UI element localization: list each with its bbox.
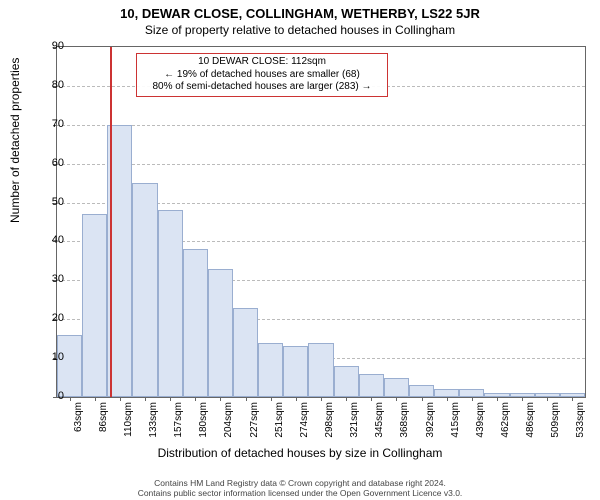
- histogram-bar: [459, 389, 484, 397]
- ytick-label: 60: [34, 157, 64, 169]
- xtick-label: 439sqm: [475, 402, 486, 438]
- plot-area: 10 DEWAR CLOSE: 112sqm← 19% of detached …: [56, 46, 586, 398]
- histogram-bar: [334, 366, 359, 397]
- histogram-bar: [409, 385, 434, 397]
- xtick-label: 298sqm: [324, 402, 335, 438]
- ytick-label: 10: [34, 351, 64, 363]
- ytick-label: 70: [34, 118, 64, 130]
- xtick-label: 345sqm: [374, 402, 385, 438]
- histogram-bar: [359, 374, 384, 397]
- footer-line2: Contains public sector information licen…: [0, 488, 600, 498]
- y-axis-label: Number of detached properties: [8, 58, 22, 223]
- xtick-label: 274sqm: [299, 402, 310, 438]
- histogram-bar: [183, 249, 208, 397]
- histogram-bar: [434, 389, 459, 397]
- histogram-bar: [132, 183, 157, 397]
- xtick-label: 533sqm: [575, 402, 586, 438]
- xtick-label: 63sqm: [73, 402, 84, 432]
- histogram-bar: [384, 378, 409, 397]
- ytick-label: 30: [34, 273, 64, 285]
- gridline: [57, 164, 585, 165]
- xtick-label: 462sqm: [500, 402, 511, 438]
- histogram-bar: [308, 343, 333, 397]
- histogram-bar: [258, 343, 283, 397]
- xtick-label: 251sqm: [274, 402, 285, 438]
- chart-container: 10, DEWAR CLOSE, COLLINGHAM, WETHERBY, L…: [0, 0, 600, 500]
- annotation-line: 10 DEWAR CLOSE: 112sqm: [143, 56, 381, 69]
- xtick-label: 321sqm: [349, 402, 360, 438]
- chart-outer: 10 DEWAR CLOSE: 112sqm← 19% of detached …: [56, 46, 586, 398]
- footer-line1: Contains HM Land Registry data © Crown c…: [0, 478, 600, 488]
- histogram-bar: [57, 335, 82, 397]
- histogram-bar: [233, 308, 258, 397]
- ytick-label: 20: [34, 312, 64, 324]
- highlight-marker-line: [110, 47, 112, 397]
- title-main: 10, DEWAR CLOSE, COLLINGHAM, WETHERBY, L…: [0, 0, 600, 21]
- ytick-label: 80: [34, 79, 64, 91]
- xtick-label: 110sqm: [123, 402, 134, 437]
- xtick-label: 509sqm: [550, 402, 561, 438]
- ytick-label: 40: [34, 234, 64, 246]
- ytick-label: 90: [34, 40, 64, 52]
- histogram-bar: [208, 269, 233, 397]
- xtick-label: 227sqm: [249, 402, 260, 438]
- xtick-label: 392sqm: [425, 402, 436, 438]
- xtick-label: 204sqm: [223, 402, 234, 438]
- ytick-label: 50: [34, 196, 64, 208]
- annotation-line: 80% of semi-detached houses are larger (…: [143, 81, 381, 94]
- annotation-box: 10 DEWAR CLOSE: 112sqm← 19% of detached …: [136, 53, 388, 97]
- xtick-label: 415sqm: [450, 402, 461, 438]
- xtick-label: 486sqm: [525, 402, 536, 438]
- xtick-label: 368sqm: [399, 402, 410, 438]
- x-axis-label: Distribution of detached houses by size …: [0, 446, 600, 460]
- histogram-bar: [158, 210, 183, 397]
- xtick-label: 86sqm: [98, 402, 109, 432]
- xtick-label: 133sqm: [148, 402, 159, 438]
- annotation-line: ← 19% of detached houses are smaller (68…: [143, 69, 381, 82]
- gridline: [57, 125, 585, 126]
- ytick-label: 0: [34, 390, 64, 402]
- histogram-bar: [283, 346, 308, 397]
- footer-attribution: Contains HM Land Registry data © Crown c…: [0, 478, 600, 498]
- xtick-label: 180sqm: [198, 402, 209, 438]
- xtick-label: 157sqm: [173, 402, 184, 438]
- title-sub: Size of property relative to detached ho…: [0, 21, 600, 37]
- histogram-bar: [82, 214, 107, 397]
